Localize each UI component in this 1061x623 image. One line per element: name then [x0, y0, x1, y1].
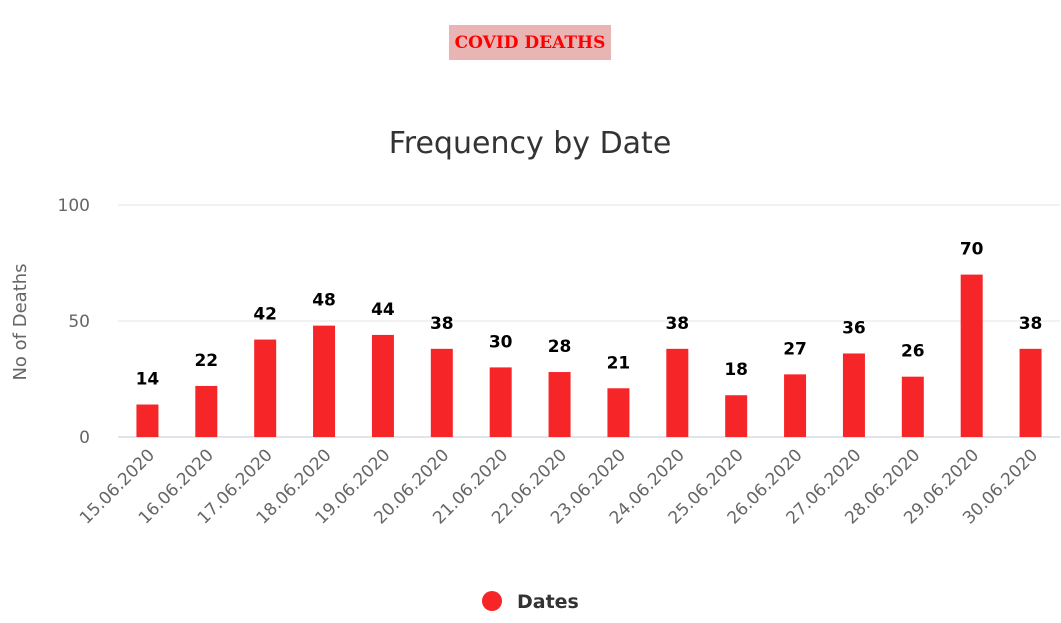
bar[interactable] — [784, 374, 807, 437]
bar[interactable] — [548, 372, 571, 437]
bar[interactable] — [842, 353, 865, 437]
bar[interactable] — [136, 404, 159, 437]
data-labels: 14 22 42 48 44 38 30 28 21 38 18 27 36 26 70 38 — [136, 240, 1043, 390]
data-label: 14 — [136, 370, 160, 390]
data-label: 22 — [194, 351, 218, 371]
bar[interactable] — [607, 388, 630, 437]
bar[interactable] — [666, 348, 689, 437]
data-label: 38 — [665, 314, 689, 334]
data-label: 70 — [960, 240, 984, 260]
bar[interactable] — [195, 385, 218, 437]
data-label: 28 — [548, 337, 572, 357]
bar[interactable] — [725, 395, 748, 437]
bar[interactable] — [254, 339, 277, 437]
bar[interactable] — [1019, 348, 1042, 437]
legend-label[interactable]: Dates — [517, 591, 579, 613]
bars — [136, 274, 1042, 437]
data-label: 18 — [724, 360, 748, 380]
data-label: 38 — [1019, 314, 1043, 334]
data-label: 36 — [842, 318, 866, 338]
bar[interactable] — [960, 274, 983, 437]
bar[interactable] — [371, 334, 394, 437]
legend[interactable]: Dates — [482, 591, 579, 613]
data-label: 48 — [312, 291, 336, 311]
y-tick-label: 100 — [58, 196, 90, 216]
y-axis-ticks: 0 50 100 — [58, 196, 90, 448]
bar[interactable] — [901, 376, 924, 437]
covid-deaths-badge: COVID DEATHS — [449, 25, 611, 60]
data-label: 30 — [489, 332, 513, 352]
data-label: 38 — [430, 314, 454, 334]
data-label: 27 — [783, 339, 807, 359]
y-tick-label: 50 — [68, 312, 90, 332]
data-label: 21 — [607, 353, 631, 373]
bar[interactable] — [489, 367, 512, 437]
bar[interactable] — [313, 325, 336, 437]
data-label: 44 — [371, 300, 395, 320]
y-axis-label: No of Deaths — [10, 263, 31, 380]
data-label: 42 — [253, 305, 277, 325]
x-axis-ticks: 15.06.202016.06.202017.06.202018.06.2020… — [76, 445, 1042, 528]
y-tick-label: 0 — [79, 428, 90, 448]
bar[interactable] — [430, 348, 453, 437]
data-label: 26 — [901, 342, 925, 362]
chart-title: Frequency by Date — [389, 126, 672, 161]
legend-marker[interactable] — [482, 591, 502, 611]
